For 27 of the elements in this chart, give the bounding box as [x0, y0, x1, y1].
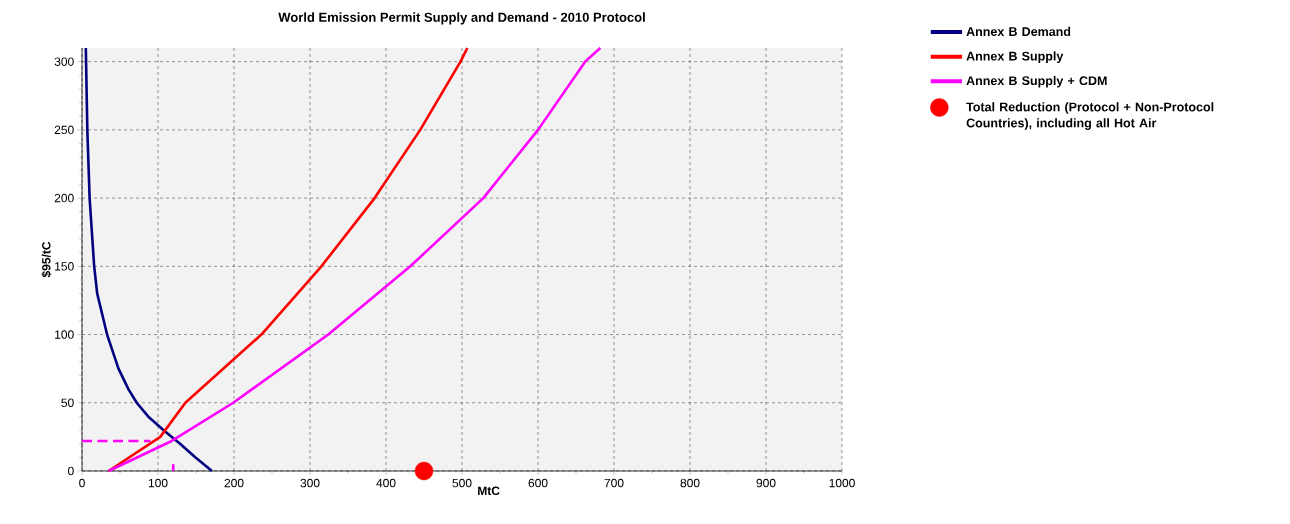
- x-tick-label: 500: [452, 478, 472, 488]
- x-tick-label: 700: [604, 478, 624, 488]
- y-tick-label: 50: [61, 398, 74, 407]
- y-tick-label: 150: [55, 262, 74, 271]
- legend-label: Annex B Supply + CDM: [966, 75, 1107, 88]
- y-axis-title: $95/tC: [41, 241, 52, 278]
- x-tick-label: 900: [756, 478, 776, 488]
- y-tick-label: 0: [68, 466, 74, 476]
- line-series: [107, 46, 469, 473]
- chart-title: World Emission Permit Supply and Demand - 2010 Protocol: [278, 12, 645, 25]
- y-tick-label: 200: [54, 193, 74, 203]
- x-tick-label: 0: [79, 478, 85, 488]
- legend-label: Total Reduction (Protocol + Non-Protocol Countries), including all Hot Air: [966, 102, 1214, 130]
- y-tick-label: 250: [54, 125, 74, 135]
- x-tick-label: 200: [224, 478, 244, 488]
- line-series: [107, 46, 602, 473]
- x-tick-label: 100: [148, 478, 168, 488]
- legend-label: Annex B Supply: [966, 51, 1064, 64]
- x-tick-label: 1000: [829, 478, 855, 488]
- x-tick-label: 600: [528, 478, 548, 488]
- y-tick-label: 300: [54, 57, 74, 66]
- x-tick-label: 800: [680, 478, 700, 488]
- legend-label: Annex B Demand: [966, 26, 1071, 36]
- x-axis-title: MtC: [478, 486, 500, 496]
- x-tick-label: 300: [300, 478, 320, 488]
- x-tick-label: 400: [376, 478, 396, 488]
- y-tick-label: 100: [55, 330, 74, 339]
